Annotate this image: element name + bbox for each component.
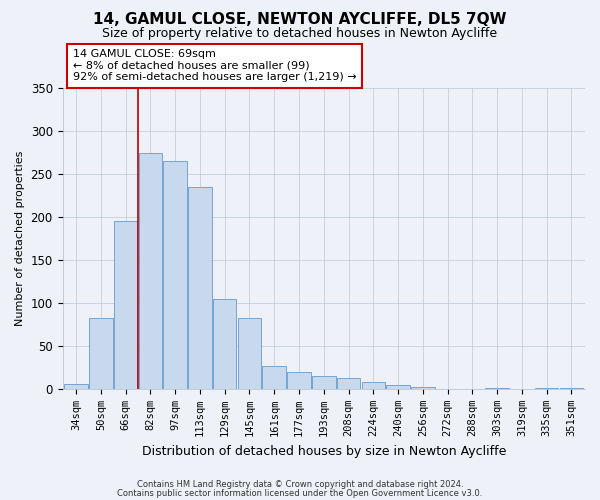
- Y-axis label: Number of detached properties: Number of detached properties: [15, 151, 25, 326]
- Bar: [262, 366, 286, 389]
- Bar: [163, 162, 187, 389]
- Bar: [114, 222, 137, 389]
- Text: Contains HM Land Registry data © Crown copyright and database right 2024.: Contains HM Land Registry data © Crown c…: [137, 480, 463, 489]
- Text: Size of property relative to detached houses in Newton Aycliffe: Size of property relative to detached ho…: [103, 28, 497, 40]
- Bar: [411, 387, 434, 389]
- Bar: [386, 384, 410, 389]
- Bar: [89, 318, 113, 389]
- Bar: [535, 388, 559, 389]
- Bar: [337, 378, 360, 389]
- Bar: [312, 376, 335, 389]
- Bar: [188, 187, 212, 389]
- Bar: [139, 153, 162, 389]
- Text: 14 GAMUL CLOSE: 69sqm
← 8% of detached houses are smaller (99)
92% of semi-detac: 14 GAMUL CLOSE: 69sqm ← 8% of detached h…: [73, 49, 356, 82]
- Text: 14, GAMUL CLOSE, NEWTON AYCLIFFE, DL5 7QW: 14, GAMUL CLOSE, NEWTON AYCLIFFE, DL5 7Q…: [93, 12, 507, 28]
- Bar: [213, 299, 236, 389]
- Bar: [287, 372, 311, 389]
- X-axis label: Distribution of detached houses by size in Newton Aycliffe: Distribution of detached houses by size …: [142, 444, 506, 458]
- Text: Contains public sector information licensed under the Open Government Licence v3: Contains public sector information licen…: [118, 488, 482, 498]
- Bar: [560, 388, 583, 389]
- Bar: [64, 384, 88, 389]
- Bar: [485, 388, 509, 389]
- Bar: [362, 382, 385, 389]
- Bar: [238, 318, 261, 389]
